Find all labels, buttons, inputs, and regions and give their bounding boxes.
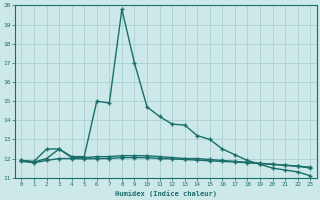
X-axis label: Humidex (Indice chaleur): Humidex (Indice chaleur) (115, 190, 217, 197)
